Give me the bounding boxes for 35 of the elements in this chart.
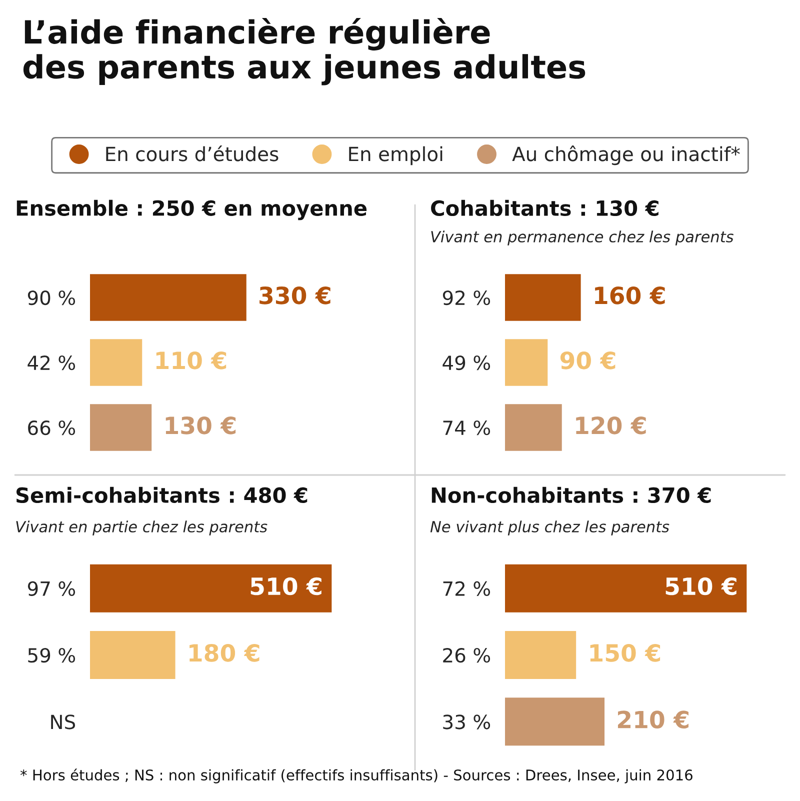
text: * Hors études ; NS : non significatif (effectifs insuffisants) - Sources : Drees, Insee, juin 2016 bbox=[20, 768, 692, 784]
data-label: 150 € bbox=[590, 644, 660, 662]
data-label: 120 € bbox=[576, 416, 646, 434]
chart-title: Ensemble : 250 € en moyenne bbox=[16, 200, 367, 220]
data-label: 210 € bbox=[618, 710, 688, 729]
y-tick-label: 33 % bbox=[443, 714, 490, 730]
chart-subtitle: Vivant en partie chez les parents bbox=[16, 520, 268, 536]
y-tick-label: 59 % bbox=[28, 648, 76, 663]
legend-label: En cours d’études bbox=[106, 146, 278, 162]
chart-title: Semi-cohabitants : 480 € bbox=[16, 486, 308, 504]
chart-subtitle: Ne vivant plus chez les parents bbox=[430, 520, 670, 536]
legend-label: En emploi bbox=[349, 146, 442, 166]
y-tick-label: 92 % bbox=[442, 290, 490, 306]
y-tick-label: 90 % bbox=[28, 290, 76, 306]
data-label: 510 € bbox=[666, 577, 736, 596]
y-tick-label: 42 % bbox=[28, 355, 76, 370]
text: L’aide financière régulière des parents aux jeunes adultes bbox=[23, 18, 586, 86]
y-tick-label: 72 % bbox=[443, 581, 490, 596]
data-label: 110 € bbox=[156, 351, 226, 370]
chart-title: Non-cohabitants : 370 € bbox=[432, 486, 711, 504]
y-tick-label: 97 % bbox=[28, 581, 76, 596]
data-label: 510 € bbox=[250, 577, 322, 596]
y-tick-label: 26 % bbox=[443, 648, 490, 663]
y-tick-label: NS bbox=[51, 714, 76, 730]
data-label: 180 € bbox=[190, 644, 260, 662]
chart-subtitle: Vivant en permanence chez les parents bbox=[431, 230, 734, 246]
legend-label: Au chômage ou inactif* bbox=[512, 146, 740, 166]
y-tick-label: 49 % bbox=[442, 355, 490, 370]
data-label: 330 € bbox=[260, 286, 330, 304]
y-tick-label: 74 % bbox=[443, 420, 490, 436]
data-label: 130 € bbox=[166, 416, 236, 434]
data-label: 160 € bbox=[595, 286, 665, 304]
y-tick-label: 66 % bbox=[28, 420, 76, 436]
chart-title: Cohabitants : 130 € bbox=[431, 200, 658, 216]
data-label: 90 € bbox=[560, 351, 616, 370]
